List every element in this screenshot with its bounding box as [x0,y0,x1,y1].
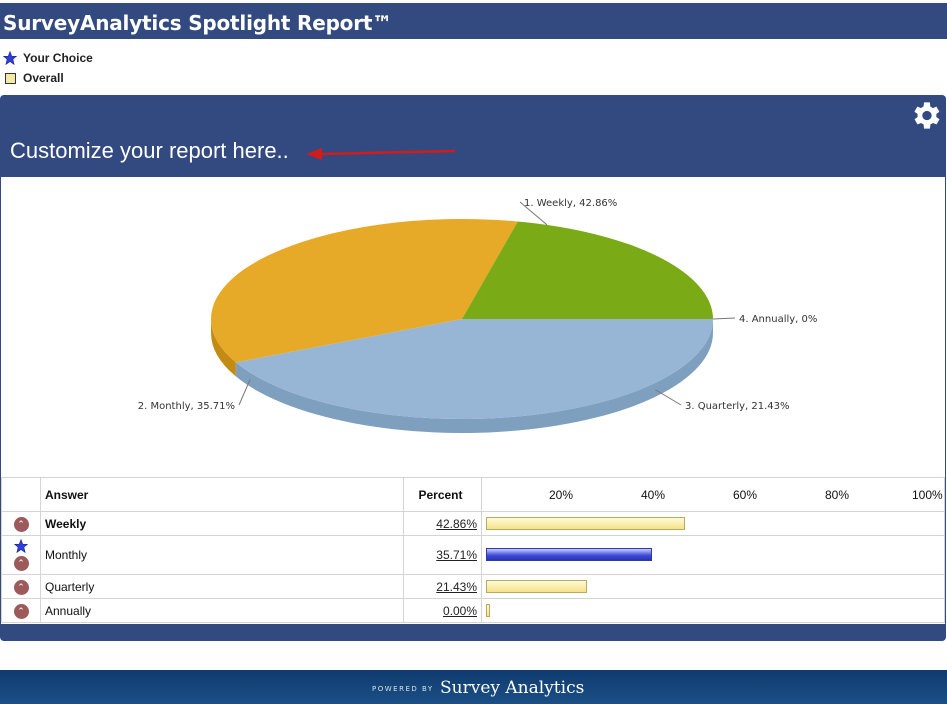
answer-cell: Quarterly [40,574,404,599]
footer: POWERED BY Survey Analytics [0,670,947,704]
powered-by-text: POWERED BY [372,685,434,693]
result-bar [486,548,652,561]
pie-label: 3. Quarterly, 21.43% [685,401,790,412]
report-panel: Customize your report here.. 1. Weekly, … [0,95,946,641]
percent-link[interactable]: 21.43% [436,579,477,594]
legend: Your Choice Overall [3,48,93,88]
header-scale: 20% 40% 60% 80% 100% [481,477,945,512]
header-answer: Answer [40,477,404,512]
expand-icon[interactable]: ⌃ [13,516,29,532]
table-row-weekly: ⌃ Weekly 42.86% [1,511,945,536]
pie-label-leader [519,201,548,226]
pie-label-leader [655,389,682,406]
tick-label: 20% [549,488,574,502]
expand-icon[interactable]: ⌃ [13,556,29,571]
expand-icon[interactable]: ⌃ [13,579,29,595]
customize-text[interactable]: Customize your report here.. [10,138,289,163]
result-bar [486,580,587,593]
tick-label: 80% [825,488,850,502]
tick-label: 100% [912,488,943,502]
legend-your-choice-label: Your Choice [23,51,93,65]
overall-swatch-icon [3,71,17,85]
star-icon [3,51,17,65]
header-icon-cell [1,477,41,512]
pie-slice-side-monthly [211,319,236,377]
result-bar [486,604,490,617]
result-bar [486,517,685,530]
legend-overall-label: Overall [23,71,64,85]
table-row-annually: ⌃ Annually 0.00% [1,598,945,623]
pie-slice-weekly[interactable] [235,319,713,419]
legend-overall: Overall [3,68,93,88]
pie-label-leader [238,379,251,406]
table-header-row: Answer Percent 20% 40% 60% 80% 100% [1,477,945,512]
panel-header: Customize your report here.. [0,95,946,177]
table-row-quarterly: ⌃ Quarterly 21.43% [1,574,945,599]
gear-icon[interactable] [908,98,943,133]
percent-link[interactable]: 42.86% [436,516,477,531]
legend-your-choice: Your Choice [3,48,93,68]
answer-cell: Weekly [40,511,404,536]
table-row-monthly: ⌃ Monthly 35.71% [1,535,945,575]
pie-slice-monthly[interactable] [211,219,518,363]
pie-slice-side-weekly [235,319,713,433]
brand-logo-text: Survey Analytics [440,678,585,698]
pie-label: 1. Weekly, 42.86% [524,198,617,209]
results-table: Answer Percent 20% 40% 60% 80% 100% ⌃ We… [1,477,945,623]
report-title: SurveyAnalytics Spotlight Report™ [3,11,393,35]
title-bar: SurveyAnalytics Spotlight Report™ [0,3,947,39]
tick-label: 40% [641,488,666,502]
pie-chart: 1. Weekly, 42.86% 2. Monthly, 35.71% 3. Qu… [1,177,945,477]
pie-label: 2. Monthly, 35.71% [138,401,235,412]
results-table-container: Answer Percent 20% 40% 60% 80% 100% ⌃ We… [1,477,945,624]
answer-cell: Annually [40,598,404,623]
expand-icon[interactable]: ⌃ [13,603,29,619]
percent-link[interactable]: 0.00% [442,603,477,618]
pie-chart-svg: 1. Weekly, 42.86% 2. Monthly, 35.71% 3. Qu… [138,198,817,433]
arrow-icon [306,148,456,160]
percent-link[interactable]: 35.71% [436,548,477,562]
pie-slice-quarterly[interactable] [462,221,713,319]
star-icon [2,538,40,555]
header-percent: Percent [403,477,482,512]
pie-label-leader [712,317,736,320]
answer-cell: Monthly [40,535,404,575]
tick-label: 60% [733,488,758,502]
pie-label: 4. Annually, 0% [739,314,817,325]
